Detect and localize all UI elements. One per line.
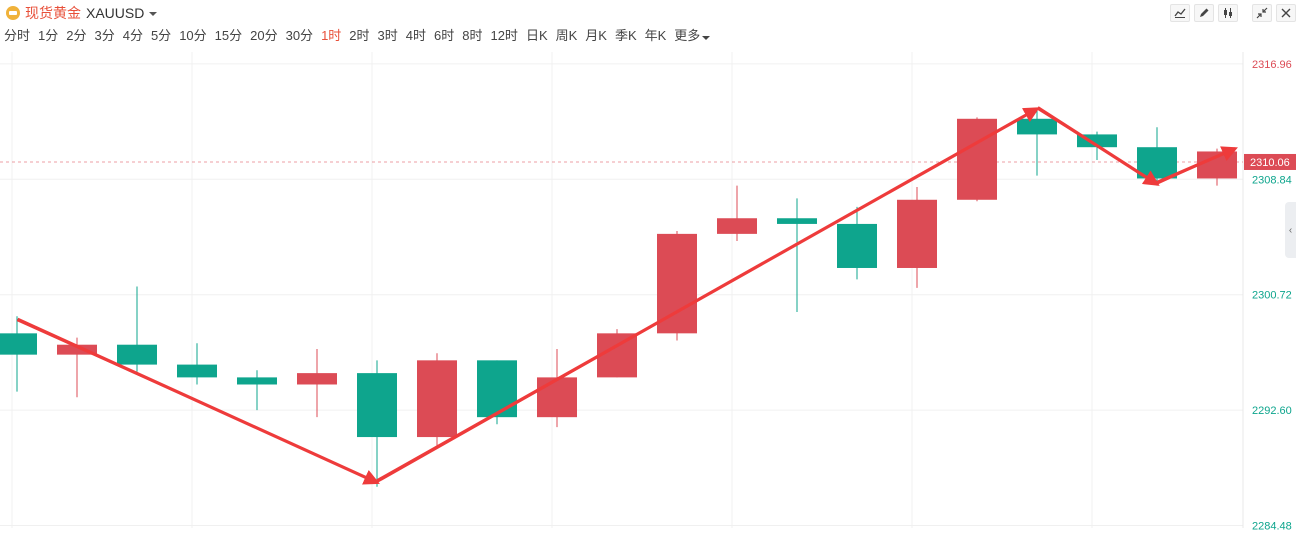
interval-more-button[interactable]: 更多: [670, 27, 714, 45]
trend-arrow: [375, 107, 1040, 483]
candle-body: [897, 199, 937, 268]
candle: [957, 117, 997, 202]
pencil-icon[interactable]: [1194, 4, 1214, 22]
candle-body: [717, 218, 757, 234]
interval-tab-6[interactable]: 10分: [179, 28, 207, 43]
interval-tab-21[interactable]: 年K: [644, 28, 667, 43]
interval-tab-5[interactable]: 5分: [150, 28, 172, 43]
candle: [597, 329, 637, 378]
interval-tab-19[interactable]: 月K: [585, 28, 607, 43]
candle: [1017, 108, 1057, 176]
candle: [357, 360, 397, 487]
symbol-selector[interactable]: 现货黄金 XAUUSD: [6, 3, 158, 23]
candle-body: [537, 377, 577, 418]
interval-bar: 分时 1分 2分 3分 4分 5分 10分 15分 20分 30分 1时 2时 3时 4时 6时 8时 12时日…: [0, 27, 714, 45]
current-price-tag: [1244, 153, 1296, 170]
candle: [297, 348, 337, 418]
y-tick-label: 2292.60: [1252, 405, 1292, 417]
chevron-down-icon: [702, 35, 711, 40]
candle-body: [1017, 118, 1057, 135]
interval-tab-18[interactable]: 周K: [555, 28, 578, 43]
candle: [897, 186, 937, 288]
trend-arrow: [1155, 146, 1238, 185]
candle: [417, 353, 457, 448]
candle: [0, 316, 37, 392]
candle-body: [597, 333, 637, 378]
candle: [837, 206, 877, 280]
interval-tab-12[interactable]: 3时: [377, 28, 398, 43]
candles-icon[interactable]: [1218, 4, 1238, 22]
interval-tab-2[interactable]: 2分: [66, 28, 87, 43]
interval-tab-20[interactable]: 季K: [614, 28, 637, 43]
candle: [117, 286, 157, 372]
symbol-name: 现货黄金: [25, 5, 81, 21]
interval-tab-9[interactable]: 30分: [285, 28, 314, 43]
candle-body: [837, 223, 877, 268]
candle-body: [357, 373, 397, 438]
candle: [237, 370, 277, 411]
candle: [1197, 148, 1237, 186]
candle-body: [237, 377, 277, 385]
symbol-code: XAUUSD: [86, 5, 145, 21]
candle: [657, 231, 697, 341]
interval-tab-15[interactable]: 8时: [462, 28, 483, 43]
chevron-left-icon: ‹: [1288, 224, 1293, 236]
interval-tab-17[interactable]: 日K: [525, 28, 548, 43]
interval-tab-4[interactable]: 4分: [122, 28, 143, 43]
interval-tab-11[interactable]: 2时: [349, 28, 370, 43]
y-tick-label: 2308.84: [1252, 174, 1292, 186]
chevron-down-icon: [149, 12, 158, 16]
interval-tab-8[interactable]: 20分: [250, 28, 278, 43]
interval-tab-3[interactable]: 3分: [94, 28, 115, 43]
candle-body: [117, 344, 157, 365]
candle-body: [477, 360, 517, 418]
candle-body: [297, 373, 337, 385]
trend-arrow: [16, 317, 380, 485]
y-tick-label: 2284.48: [1252, 520, 1292, 532]
candle: [717, 185, 757, 241]
candle-body: [957, 118, 997, 200]
candle: [537, 348, 577, 428]
line-chart-icon[interactable]: [1170, 4, 1190, 22]
y-tick-label: 2316.96: [1252, 59, 1292, 71]
candle-body: [0, 333, 37, 355]
candle-body: [777, 218, 817, 224]
candle-body: [57, 344, 97, 355]
candle-body: [177, 364, 217, 378]
interval-tab-13[interactable]: 4时: [405, 28, 426, 43]
collapse-icon[interactable]: [1252, 4, 1272, 22]
interval-tab-16[interactable]: 12时: [490, 28, 518, 43]
interval-tab-10[interactable]: 1时: [321, 28, 342, 43]
panel-toggle-handle[interactable]: ‹: [1285, 202, 1296, 258]
gold-coin-icon: [6, 6, 20, 20]
toolbar: [1170, 4, 1296, 22]
current-price-label: 2310.06: [1250, 157, 1290, 169]
interval-tab-14[interactable]: 6时: [434, 28, 455, 43]
candle: [777, 198, 817, 313]
trend-arrow: [1036, 106, 1160, 186]
interval-tab-1[interactable]: 1分: [38, 28, 59, 43]
interval-tab-0[interactable]: 分时: [4, 28, 31, 43]
interval-tab-7[interactable]: 15分: [214, 28, 243, 43]
candle: [177, 343, 217, 385]
interval-more-label: 更多: [674, 28, 701, 43]
chart-header: 现货黄金 XAUUSD: [0, 0, 1296, 24]
candle-body: [417, 360, 457, 438]
candle-body: [657, 233, 697, 334]
y-tick-label: 2300.72: [1252, 290, 1292, 302]
